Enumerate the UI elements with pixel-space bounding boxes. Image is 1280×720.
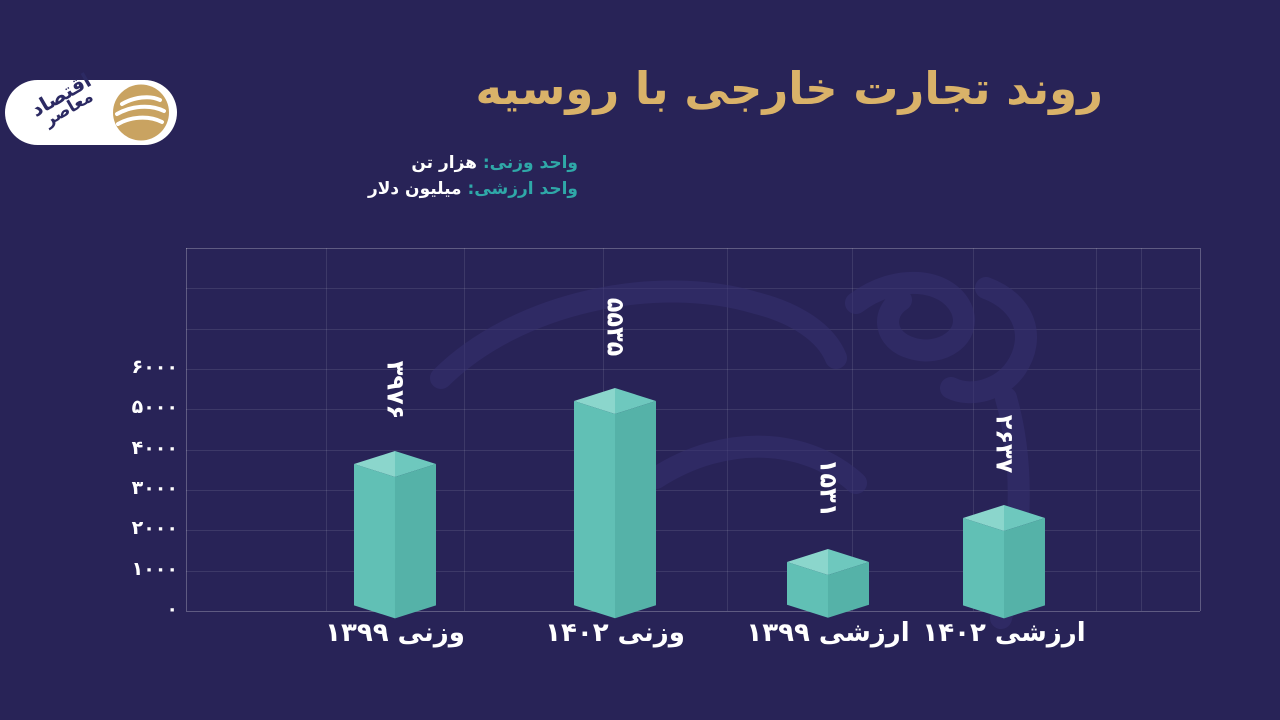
bar-value-label: ۵۵۳۵	[593, 276, 637, 378]
bar-value-text: ۱۵۳۱	[814, 458, 842, 518]
gridline-vertical	[464, 248, 465, 611]
gridline-vertical	[1096, 248, 1097, 611]
bar-front-left-face	[963, 517, 1004, 618]
x-axis-label: وزنی ۱۴۰۲	[545, 618, 685, 648]
bar-value-text: ۵۵۳۵	[601, 297, 629, 357]
y-axis-tick-label: ۱۰۰۰	[131, 557, 178, 580]
gridline-horizontal	[186, 611, 1200, 612]
unit-note-weight: واحد وزنی: هزار تن	[368, 150, 578, 176]
bar-front-right-face	[395, 463, 436, 618]
unit-note-weight-label: واحد وزنی:	[482, 153, 578, 173]
page-title: روند تجارت خارجی با روسیه	[475, 62, 1104, 115]
gridline-vertical	[852, 248, 853, 611]
y-axis-tick-label: ۶۰۰۰	[131, 356, 178, 378]
bar-value-text: ۲۶۳۷	[990, 414, 1018, 473]
gridline-horizontal	[186, 409, 1200, 411]
brand-logo: اقتصاد معاصر	[5, 68, 177, 145]
bar-value-text: ۳۹۷۶	[381, 360, 409, 419]
logo-wordmark: اقتصاد معاصر	[11, 60, 132, 165]
gridline-horizontal	[186, 530, 1200, 532]
bar-top-right-face	[828, 549, 869, 576]
bar-top-right-face	[395, 450, 436, 477]
bar-top-left-face	[574, 387, 615, 414]
gridline-horizontal	[186, 248, 1200, 249]
bar-front-right-face	[615, 400, 656, 618]
gridline-vertical	[326, 248, 327, 611]
gridline-vertical	[186, 248, 187, 611]
x-axis-label: ارزشی ۱۳۹۹	[746, 618, 910, 648]
bar-top-left-face	[354, 450, 395, 477]
bar-top-right-face	[1004, 504, 1045, 531]
bar-top-right-face	[615, 387, 656, 414]
gridline-horizontal	[186, 328, 1200, 330]
unit-note-value-label: واحد ارزشی:	[467, 179, 579, 199]
bar-front-right-face	[828, 562, 869, 618]
bar-front-right-face	[1004, 517, 1045, 618]
bar-value-label: ۳۹۷۶	[373, 339, 417, 441]
bar-front-left-face	[574, 400, 615, 618]
y-axis-tick-label: ۴۰۰۰	[131, 436, 178, 459]
unit-note-weight-value: هزار تن	[411, 153, 477, 173]
bar-value-label: ۲۶۳۷	[982, 393, 1026, 495]
chart-plot-area: ۳۹۷۶ ۵۵۳۵ ۱۵۳۱ ۲۶۳۷	[186, 248, 1201, 629]
bar-front-left-face	[354, 463, 395, 618]
bar-3	[963, 504, 1045, 618]
y-axis-tick-label: ۵۰۰۰	[131, 396, 178, 419]
bar-value-label: ۱۵۳۱	[806, 437, 850, 539]
unit-note-value-value: میلیون دلار	[367, 179, 462, 199]
bar-2	[787, 549, 869, 618]
bar-0	[354, 450, 436, 618]
gridline-vertical	[727, 248, 728, 611]
y-axis-tick-label: ۳۰۰۰	[131, 477, 178, 499]
unit-note-value: واحد ارزشی: میلیون دلار	[368, 176, 578, 202]
logo-globe-icon	[113, 84, 169, 141]
gridline-vertical	[973, 248, 974, 611]
gridline-horizontal	[186, 369, 1200, 370]
gridline-vertical	[1200, 248, 1201, 611]
bar-1	[574, 387, 656, 618]
bar-top-left-face	[963, 504, 1004, 531]
y-axis-tick-label: ۲۰۰۰	[131, 517, 178, 540]
y-axis-tick-label: ۰	[166, 598, 178, 620]
bar-front-left-face	[787, 562, 828, 618]
gridline-vertical	[1141, 248, 1142, 611]
gridline-horizontal	[186, 490, 1200, 491]
unit-notes: واحد وزنی: هزار تن واحد ارزشی: میلیون دل…	[368, 150, 578, 202]
bar-top-left-face	[787, 549, 828, 576]
gridline-horizontal	[186, 570, 1200, 572]
x-axis-label: وزنی ۱۳۹۹	[325, 618, 465, 648]
